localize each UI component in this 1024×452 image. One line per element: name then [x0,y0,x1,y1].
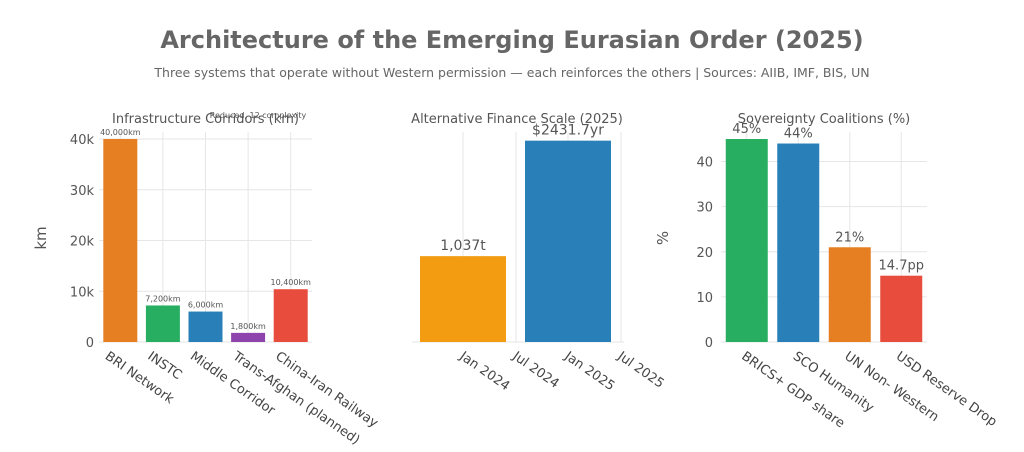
data-label: 1,800km [230,322,266,331]
bar [880,275,923,342]
bar [420,256,506,342]
y-tick-label: 30k [70,184,95,199]
bar [103,139,138,342]
bar [525,140,611,342]
y-tick-label: 10k [70,285,95,300]
y-axis-label: km [32,226,50,249]
y-tick-label: 30 [696,201,713,216]
bar [188,311,223,342]
data-label: 44% [784,127,813,142]
chart-subtitle: Three systems that operate without Weste… [153,65,869,80]
chart-title: Architecture of the Emerging Eurasian Or… [160,26,863,54]
bar [273,289,308,342]
y-tick-label: 40 [696,156,713,171]
x-tick-label: Jul 2024 [509,348,562,391]
x-tick-label: UN Non- Western [841,349,941,425]
y-tick-label: 20 [696,246,713,261]
data-label: 1,037t [440,238,486,254]
bar [777,143,820,342]
data-label: 14.7pp [879,259,924,274]
panel-title: Sovereignty Coalitions (%) [738,112,911,127]
panel-title: Alternative Finance Scale (2025) [411,112,623,127]
y-tick-label: 10 [696,291,713,306]
y-tick-label: 20k [70,235,95,250]
overlay-note: Reduced, 12 complexity [210,111,307,120]
panel-title: Infrastructure Corridors (km) [112,112,299,127]
data-label: 45% [732,122,761,137]
data-label: 40,000km [100,128,141,137]
data-label: $2431.7yr [532,123,604,139]
y-tick-label: 40k [70,133,95,148]
bar [725,139,768,342]
bar [828,247,871,342]
data-label: 7,200km [145,294,181,303]
data-label: 6,000km [188,301,224,310]
x-tick-label: Jul 2025 [614,348,667,391]
x-tick-label: Jan 2025 [561,348,617,394]
data-label: 10,400km [270,278,311,287]
x-tick-label: Jan 2024 [456,348,512,394]
data-label: 21% [835,230,864,245]
bar [145,305,180,342]
y-tick-label: 0 [86,336,94,351]
bar [231,332,266,342]
y-axis-label: % [654,231,672,245]
y-tick-label: 0 [705,336,713,351]
